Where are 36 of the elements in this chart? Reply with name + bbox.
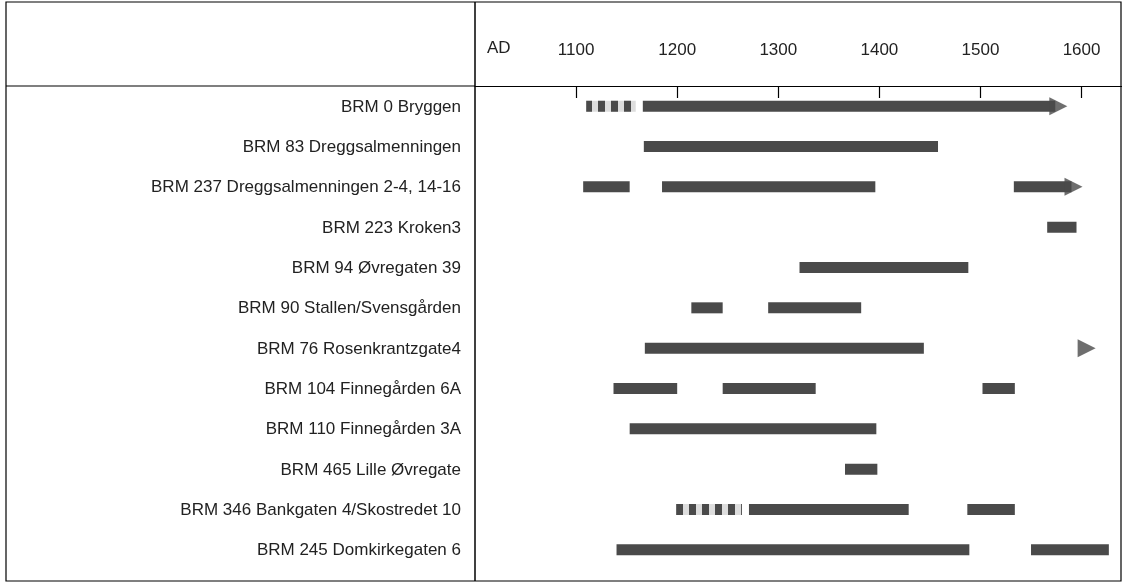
x-tick-label: 1100 xyxy=(557,40,595,59)
bar xyxy=(799,262,969,273)
y-tick-label: BRM 346 Bankgaten 4/Skostredet 10 xyxy=(180,500,461,519)
bar xyxy=(845,463,878,475)
bar xyxy=(629,423,877,435)
bar xyxy=(691,302,723,314)
x-tick-label: 1600 xyxy=(1062,40,1101,59)
y-tick-label: BRM 76 Rosenkrantzgate4 xyxy=(256,338,461,358)
x-tick-label: 1500 xyxy=(961,40,1000,59)
y-tick-label: BRM 83 Dreggsalmenningen xyxy=(242,137,461,156)
y-tick-label: BRM 94 Øvregaten 39 xyxy=(291,258,461,277)
bar xyxy=(967,504,1015,515)
y-tick-label: BRM 465 Lille Øvregate xyxy=(280,459,461,479)
bar xyxy=(616,544,970,556)
bar xyxy=(644,342,924,354)
bar xyxy=(722,383,816,394)
bar xyxy=(748,504,909,515)
bar xyxy=(1047,221,1077,233)
y-tick-label: BRM 237 Dreggsalmenningen 2-4, 14-16 xyxy=(151,177,461,197)
y-tick-label: BRM 104 Finnegården 6A xyxy=(264,379,462,398)
y-tick-label: BRM 245 Domkirkegaten 6 xyxy=(256,540,461,560)
bar xyxy=(768,302,862,314)
y-tick-label: BRM 90 Stallen/Svensgården xyxy=(237,298,461,318)
y-tick-label: BRM 0 Bryggen xyxy=(341,96,461,116)
bar xyxy=(643,141,939,152)
bar xyxy=(613,383,678,394)
bar xyxy=(662,181,876,193)
x-tick-label: 1300 xyxy=(759,40,798,59)
bar xyxy=(1031,544,1109,556)
x-tick-label: 1200 xyxy=(658,40,697,59)
y-tick-label: BRM 110 Finnegården 3A xyxy=(265,419,462,439)
x-tick-label: 1400 xyxy=(860,40,899,59)
x-axis-title: AD xyxy=(487,38,511,57)
bar xyxy=(583,181,630,193)
bar xyxy=(982,383,1015,394)
y-tick-label: BRM 223 Kroken3 xyxy=(322,217,461,237)
